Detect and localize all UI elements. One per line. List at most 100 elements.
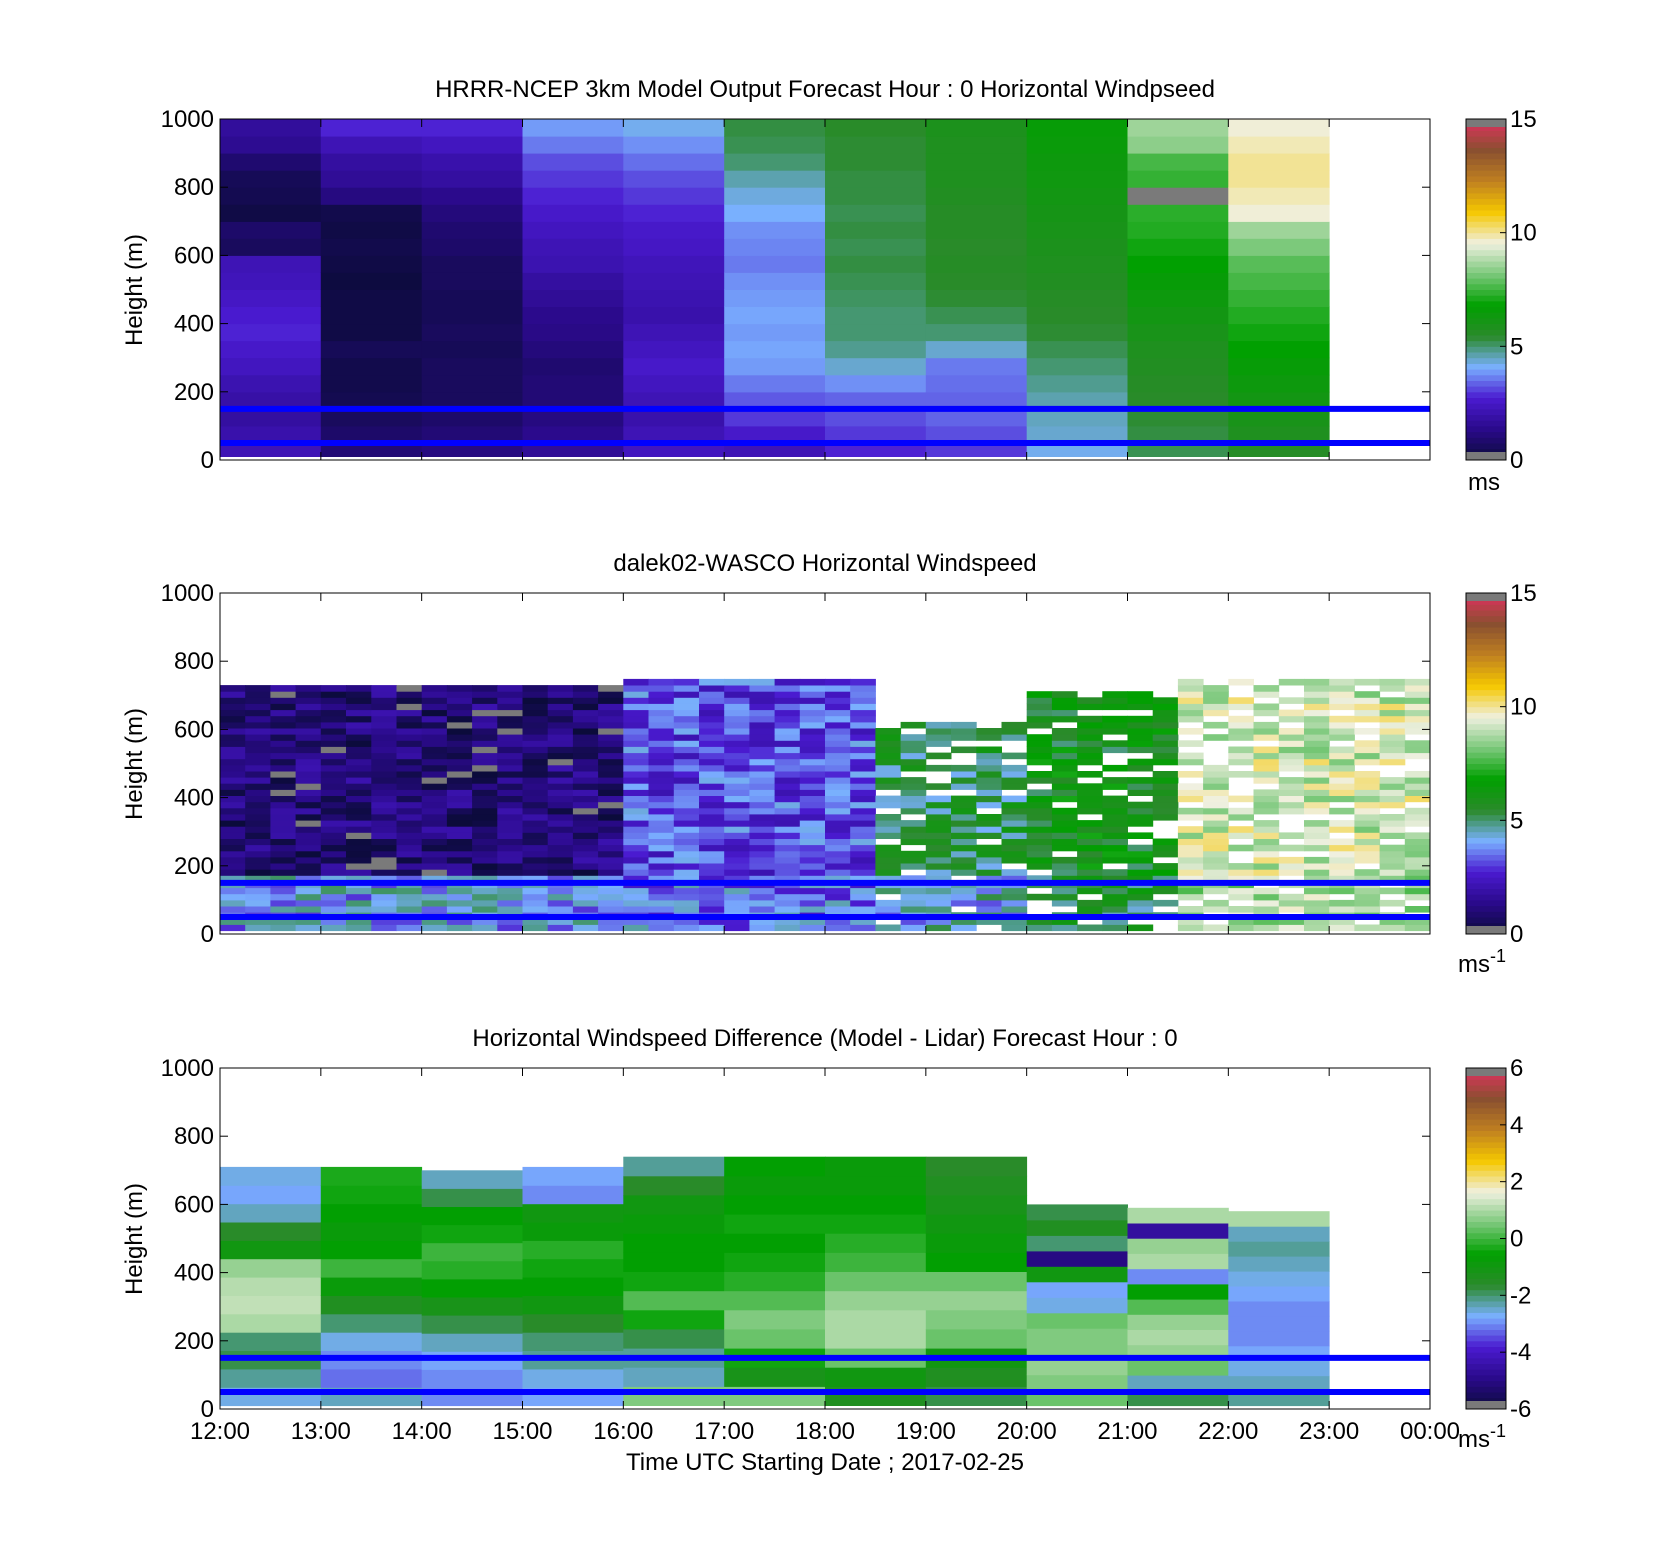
heatmap-cell [1203,832,1229,839]
heatmap-cell [1203,826,1229,833]
heatmap-cell [1077,721,1103,729]
heatmap-cell [245,709,271,717]
heatmap-cell [421,1206,523,1226]
heatmap-cell [270,715,297,723]
heatmap-cell [1354,789,1381,796]
heatmap-cell [1177,691,1204,698]
colorbar-segment [1466,1227,1506,1234]
heatmap-cell [749,764,776,772]
heatmap-cell [220,709,246,717]
heatmap-cell [220,425,322,444]
heatmap-cell [1152,801,1179,809]
heatmap-cell [295,801,322,809]
heatmap-cell [1102,783,1128,790]
heatmap-cell [522,238,624,256]
heatmap-cell [673,758,700,766]
heatmap-cell [320,844,347,852]
heatmap-cell [1278,709,1305,717]
heatmap-cell [749,856,776,864]
heatmap-cell [623,771,649,778]
heatmap-cell [1026,119,1128,137]
heatmap-cell [850,856,876,864]
heatmap-cell [825,875,851,882]
heatmap-cell [1102,875,1128,882]
heatmap-cell [1404,906,1431,913]
heatmap-cell [1228,734,1254,741]
heatmap-cell [673,820,700,827]
heatmap-cell [925,238,1028,256]
heatmap-cell [623,789,649,796]
colorbar-segment [1466,283,1506,290]
heatmap-cell [320,1368,423,1388]
heatmap-cell [1001,820,1028,827]
heatmap-cell [1379,875,1406,882]
heatmap-cell [1177,807,1204,815]
heatmap-cell [245,838,271,846]
heatmap-cell [1051,869,1078,876]
heatmap-cell [1051,777,1078,784]
heatmap-cell [1228,170,1330,188]
colorbar-segment [1466,124,1506,131]
colorbar-segment [1466,683,1506,691]
heatmap-cell [270,777,297,784]
heatmap-cell [648,691,675,698]
heatmap-cell [522,899,549,907]
heatmap-cell [295,924,322,932]
heatmap-cell [421,272,523,290]
heatmap-cell [346,740,372,747]
heatmap-cell [472,801,498,809]
heatmap-cell [799,789,826,796]
heatmap-cell [1329,691,1355,698]
heatmap-cell [1404,685,1431,692]
heatmap-cell [598,899,624,907]
heatmap-cell [1102,856,1128,864]
heatmap-cell [346,795,372,803]
heatmap-cell [1127,323,1229,342]
heatmap-cell [220,863,246,870]
heatmap-cell [1228,814,1254,821]
heatmap-cell [371,820,397,827]
heatmap-cell [1329,783,1355,790]
heatmap-cell [522,758,549,766]
heatmap-cell [976,758,1002,766]
heatmap-cell [346,906,372,913]
heatmap-cell [1102,807,1128,815]
colorbar-segment [1466,803,1506,810]
heatmap-cell [245,893,271,901]
heatmap-cell [648,728,675,735]
heatmap-cell [346,887,372,895]
heatmap-cell [900,795,927,803]
heatmap-cell [648,820,675,827]
heatmap-cell [724,1367,826,1387]
heatmap-cell [724,272,826,290]
heatmap-cell [1404,777,1431,784]
heatmap-cell [270,850,297,858]
heatmap-cell [976,869,1002,876]
heatmap-cell [220,869,246,876]
heatmap-cell [446,795,473,803]
heatmap-cell [799,771,826,778]
heatmap-cell [1228,238,1330,256]
colorbar-segment [1466,300,1506,308]
heatmap-cell [371,844,397,852]
heatmap-cell [1278,678,1305,686]
heatmap-cell [1127,1238,1229,1254]
heatmap-cell [1077,715,1103,723]
heatmap-cell [699,850,725,858]
heatmap-cell [749,728,776,735]
colorbar-segment [1466,1119,1506,1126]
heatmap-cell [1127,340,1229,359]
heatmap-cell [1026,838,1053,846]
heatmap-cell [623,869,649,876]
heatmap-cell [245,820,271,827]
heatmap-cell [1379,795,1406,803]
heatmap-cell [446,789,473,796]
heatmap-cell [774,906,801,913]
heatmap-cell [699,746,725,754]
y-tick-label: 800 [174,648,214,675]
heatmap-cell [522,887,549,895]
heatmap-cell [295,691,322,698]
heatmap-cell [825,893,851,901]
heatmap-cell [951,820,977,827]
heatmap-cell [673,783,700,790]
